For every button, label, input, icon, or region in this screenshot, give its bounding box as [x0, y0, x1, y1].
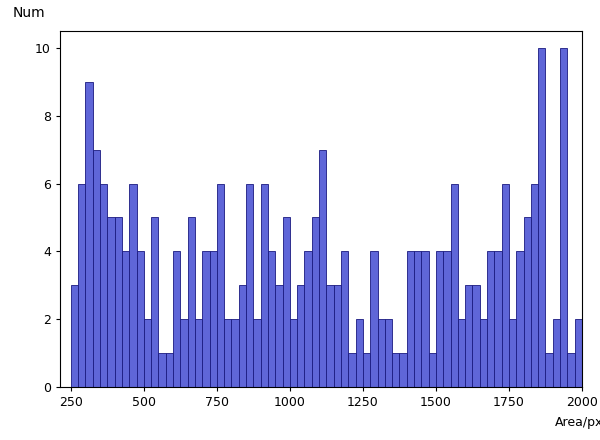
Bar: [217, 183, 224, 387]
Bar: [465, 286, 472, 387]
Bar: [181, 319, 188, 387]
Bar: [443, 251, 451, 387]
Bar: [85, 82, 93, 387]
Bar: [524, 217, 531, 387]
Bar: [516, 251, 524, 387]
Bar: [553, 319, 560, 387]
Bar: [283, 217, 290, 387]
Bar: [195, 319, 202, 387]
Bar: [260, 183, 268, 387]
Y-axis label: Num: Num: [13, 6, 45, 20]
Bar: [297, 286, 304, 387]
Bar: [363, 353, 370, 387]
Bar: [502, 183, 509, 387]
Bar: [166, 353, 173, 387]
Bar: [356, 319, 363, 387]
Bar: [319, 150, 326, 387]
Bar: [568, 353, 575, 387]
Bar: [151, 217, 158, 387]
Bar: [451, 183, 458, 387]
Bar: [253, 319, 260, 387]
Bar: [290, 319, 297, 387]
Bar: [538, 48, 545, 387]
Bar: [349, 353, 356, 387]
Bar: [209, 251, 217, 387]
Bar: [436, 251, 443, 387]
Bar: [107, 217, 115, 387]
Bar: [144, 319, 151, 387]
Bar: [312, 217, 319, 387]
Bar: [494, 251, 502, 387]
Bar: [407, 251, 414, 387]
Bar: [334, 286, 341, 387]
Bar: [304, 251, 312, 387]
Bar: [268, 251, 275, 387]
Bar: [545, 353, 553, 387]
Bar: [129, 183, 137, 387]
Bar: [93, 150, 100, 387]
Bar: [480, 319, 487, 387]
Bar: [421, 251, 428, 387]
Bar: [575, 319, 582, 387]
Bar: [414, 251, 421, 387]
Bar: [246, 183, 253, 387]
Bar: [509, 319, 516, 387]
Bar: [239, 286, 246, 387]
Bar: [122, 251, 129, 387]
X-axis label: Area/px²: Area/px²: [556, 416, 600, 429]
Bar: [341, 251, 349, 387]
Bar: [158, 353, 166, 387]
Bar: [78, 183, 85, 387]
Bar: [173, 251, 181, 387]
Bar: [137, 251, 144, 387]
Bar: [472, 286, 480, 387]
Bar: [531, 183, 538, 387]
Bar: [232, 319, 239, 387]
Bar: [188, 217, 195, 387]
Bar: [487, 251, 494, 387]
Bar: [71, 286, 78, 387]
Bar: [377, 319, 385, 387]
Bar: [202, 251, 209, 387]
Bar: [275, 286, 283, 387]
Bar: [428, 353, 436, 387]
Bar: [385, 319, 392, 387]
Bar: [224, 319, 232, 387]
Bar: [370, 251, 377, 387]
Bar: [400, 353, 407, 387]
Bar: [392, 353, 400, 387]
Bar: [100, 183, 107, 387]
Bar: [115, 217, 122, 387]
Bar: [560, 48, 568, 387]
Bar: [458, 319, 465, 387]
Bar: [326, 286, 334, 387]
